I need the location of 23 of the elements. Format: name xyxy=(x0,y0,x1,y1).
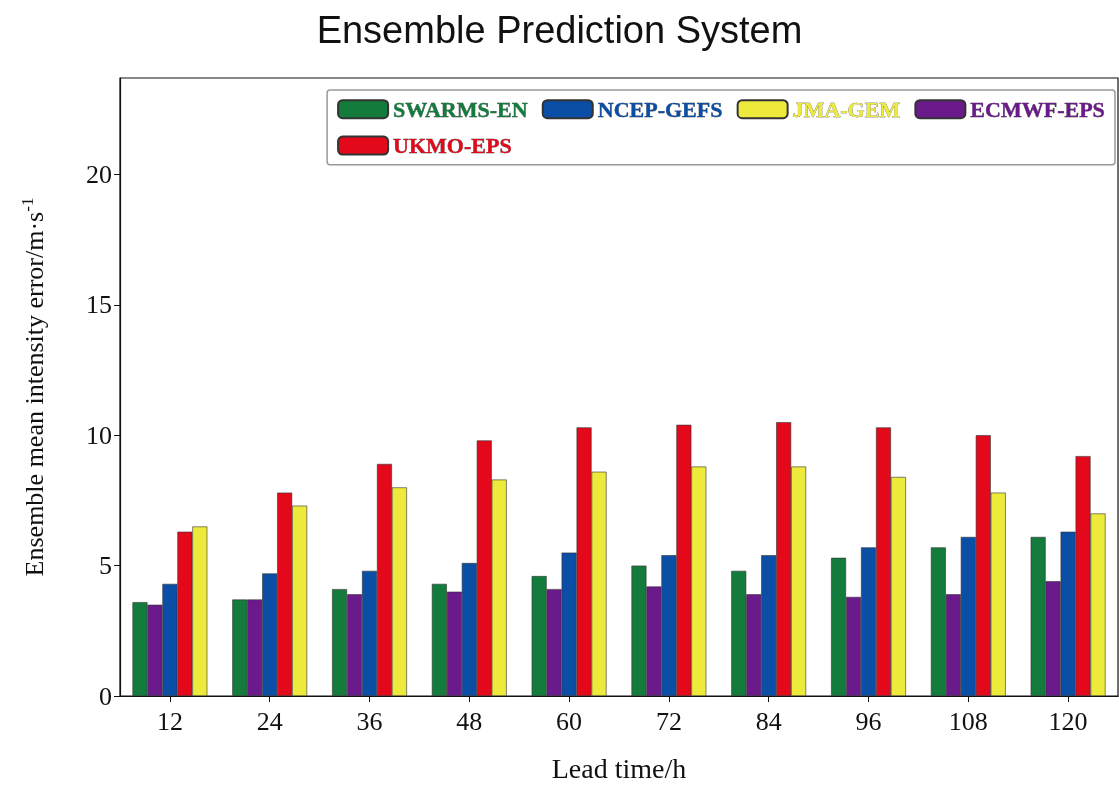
legend-label: UKMO-EPS xyxy=(393,133,512,159)
x-tick-label: 48 xyxy=(456,706,483,736)
x-tick-label: 60 xyxy=(556,706,583,736)
legend-label: JMA-GEM xyxy=(792,96,901,122)
chart-title: Ensemble Prediction System xyxy=(316,9,803,51)
y-tick-label: 0 xyxy=(99,681,112,711)
legend-label: ECMWF-EPS xyxy=(970,96,1105,122)
x-tick-label: 96 xyxy=(855,706,882,736)
y-tick-label: 20 xyxy=(86,159,112,189)
y-tick-label: 10 xyxy=(86,420,112,450)
legend-label: NCEP-GEFS xyxy=(597,96,723,122)
x-tick-label: 108 xyxy=(948,706,988,736)
x-tick-label: 24 xyxy=(256,706,283,736)
y-axis-title: Ensemble mean intensity error/m·s-1 xyxy=(18,197,49,577)
x-tick-label: 120 xyxy=(1048,706,1088,736)
legend-label: SWARMS-EN xyxy=(393,96,528,122)
x-tick-label: 84 xyxy=(755,706,782,736)
x-tick-label: 36 xyxy=(356,706,383,736)
y-tick-label: 15 xyxy=(86,290,112,320)
x-tick-label: 12 xyxy=(156,706,183,736)
y-tick-label: 5 xyxy=(99,551,112,581)
x-axis-title: Lead time/h xyxy=(551,752,687,784)
x-tick-label: 72 xyxy=(655,706,682,736)
